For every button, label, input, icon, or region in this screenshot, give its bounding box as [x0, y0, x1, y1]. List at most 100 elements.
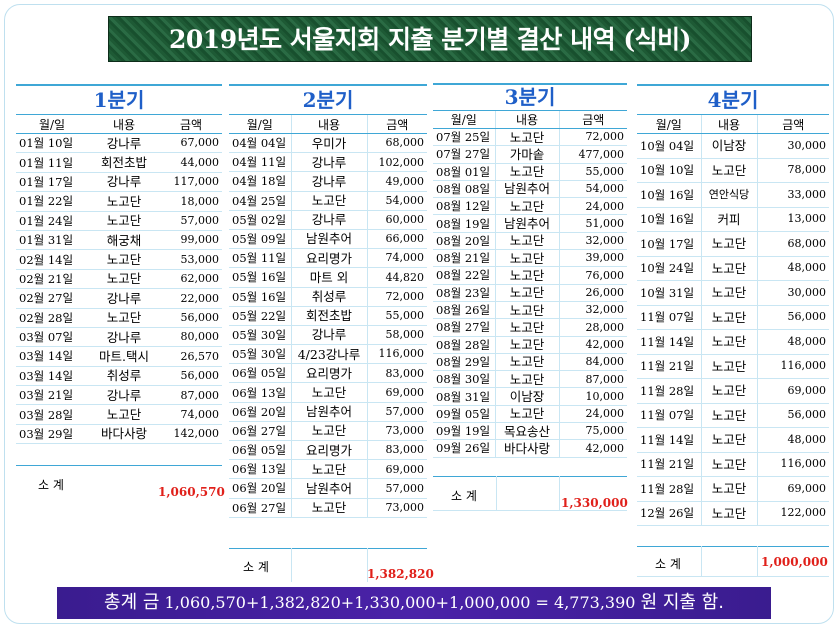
row-date: 10월 16일 [637, 182, 701, 208]
table-row: 10월 31일 노고단 30,000 [637, 280, 829, 306]
row-amount: 69,000 [366, 459, 427, 480]
row-item: 노고단 [88, 269, 160, 290]
table-row: 06월 20일 남원추어 57,000 [229, 402, 427, 422]
table-row: 04월 11일 강나루 102,000 [229, 152, 427, 173]
row-date: 08월 27일 [433, 318, 495, 337]
col-amount-header: 금액 [756, 115, 829, 134]
table-row: 10월 10일 노고단 78,000 [637, 158, 829, 183]
row-date: 10월 24일 [637, 256, 701, 281]
row-amount: 57,000 [366, 478, 427, 499]
row-amount: 26,570 [160, 346, 222, 367]
table-row: 05월 30일 4/23강나루 116,000 [229, 344, 427, 365]
row-item: 노고단 [290, 459, 367, 480]
quarter-4-separator [637, 546, 829, 547]
row-date: 08월 23일 [433, 284, 495, 302]
row-date: 07월 27일 [433, 145, 495, 164]
col-amount-header: 금액 [366, 115, 427, 134]
row-date: 11월 14일 [637, 329, 701, 355]
row-item: 바다사랑 [88, 424, 160, 445]
row-date: 01월 17일 [16, 172, 88, 193]
row-date: 08월 22일 [433, 266, 495, 285]
row-date: 11월 07일 [637, 305, 701, 330]
row-item: 강나루 [88, 288, 160, 309]
row-item: 노고단 [700, 329, 757, 355]
table-row: 01월 10일 강나루 67,000 [16, 133, 222, 154]
row-date: 08월 01일 [433, 163, 495, 181]
row-amount: 13,000 [756, 207, 829, 232]
row-item: 노고단 [494, 249, 559, 268]
row-item: 노고단 [88, 404, 160, 425]
row-item: 노고단 [700, 476, 757, 502]
row-date: 11월 14일 [637, 427, 701, 453]
row-amount: 66,000 [366, 229, 427, 250]
row-item: 마트 외 [290, 267, 367, 288]
row-date: 05월 16일 [229, 267, 291, 288]
row-item: 노고단 [290, 498, 367, 518]
row-date: 04월 25일 [229, 191, 291, 211]
row-date: 08월 30일 [433, 370, 495, 389]
row-amount: 24,000 [558, 197, 627, 216]
table-row: 05월 30일 강나루 58,000 [229, 325, 427, 346]
quarter-1-separator [16, 465, 222, 466]
row-amount: 56,000 [756, 305, 829, 330]
row-item: 요리명가 [290, 363, 367, 384]
row-date: 02월 28일 [16, 308, 88, 328]
col-amount-header: 금액 [160, 115, 222, 134]
row-amount: 28,000 [558, 318, 627, 337]
row-date: 05월 09일 [229, 229, 291, 250]
row-item: 노고단 [700, 280, 757, 306]
row-date: 06월 27일 [229, 421, 291, 442]
row-amount: 78,000 [756, 158, 829, 183]
table-row: 11월 07일 노고단 56,000 [637, 403, 829, 428]
table-row: 11월 07일 노고단 56,000 [637, 305, 829, 330]
row-amount: 42,000 [558, 336, 627, 354]
row-amount: 60,000 [366, 210, 427, 230]
grand-total-label: 총계 금 [104, 592, 160, 613]
table-row: 10월 16일 커피 13,000 [637, 207, 829, 232]
col-item-header: 내용 [88, 115, 160, 134]
row-amount: 83,000 [366, 363, 427, 384]
grand-total-suffix: 원 지출 함. [640, 592, 724, 613]
row-amount: 33,000 [756, 182, 829, 208]
table-row: 02월 27일 강나루 22,000 [16, 288, 222, 309]
row-item: 강나루 [88, 327, 160, 348]
row-item: 노고단 [290, 421, 367, 442]
table-row: 02월 21일 노고단 62,000 [16, 269, 222, 290]
table-row: 04월 25일 노고단 54,000 [229, 191, 427, 211]
row-amount: 68,000 [756, 231, 829, 257]
row-date: 08월 31일 [433, 387, 495, 406]
row-item: 취성루 [88, 366, 160, 387]
quarter-2-subtotal-value: 1,382,820 [367, 567, 434, 581]
table-row: 10월 24일 노고단 48,000 [637, 256, 829, 281]
row-item: 노고단 [88, 308, 160, 328]
table-row: 09월 19일 목요송산 75,000 [433, 422, 627, 441]
table-row: 05월 11일 요리명가 74,000 [229, 248, 427, 269]
quarter-4-subtotal-label: 소 계 [655, 557, 681, 571]
row-item: 취성루 [290, 287, 367, 307]
quarter-1-panel: 1분기 월/일 내용 금액 01월 10일 강나루 67,000 01월 11일 회전초… [16, 84, 222, 445]
grand-total-formula: 1,060,570+1,382,820+1,330,000+1,000,000 … [164, 593, 636, 612]
table-row: 06월 27일 노고단 73,000 [229, 421, 427, 442]
row-date: 06월 20일 [229, 478, 291, 499]
quarter-3-subtotal-divider [496, 476, 497, 510]
row-amount: 122,000 [756, 501, 829, 526]
row-date: 11월 21일 [637, 452, 701, 477]
row-date: 05월 30일 [229, 344, 291, 365]
row-date: 03월 14일 [16, 346, 88, 367]
row-amount: 73,000 [366, 498, 427, 518]
row-date: 09월 05일 [433, 405, 495, 424]
row-date: 06월 13일 [229, 459, 291, 480]
row-amount: 116,000 [756, 354, 829, 379]
page-title: 2019년도 서울지회 지출 분기별 결산 내역 (식비) [108, 16, 752, 62]
col-date-header: 월/일 [229, 115, 291, 134]
table-row: 01월 11일 회전초밥 44,000 [16, 152, 222, 173]
row-item: 가마솥 [494, 145, 559, 164]
row-date: 10월 10일 [637, 158, 701, 183]
row-date: 05월 22일 [229, 306, 291, 326]
table-row: 05월 02일 강나루 60,000 [229, 210, 427, 230]
row-item: 노고단 [494, 163, 559, 181]
row-amount: 49,000 [366, 171, 427, 192]
row-date: 03월 29일 [16, 424, 88, 445]
row-amount: 55,000 [366, 306, 427, 326]
row-amount: 87,000 [558, 370, 627, 389]
